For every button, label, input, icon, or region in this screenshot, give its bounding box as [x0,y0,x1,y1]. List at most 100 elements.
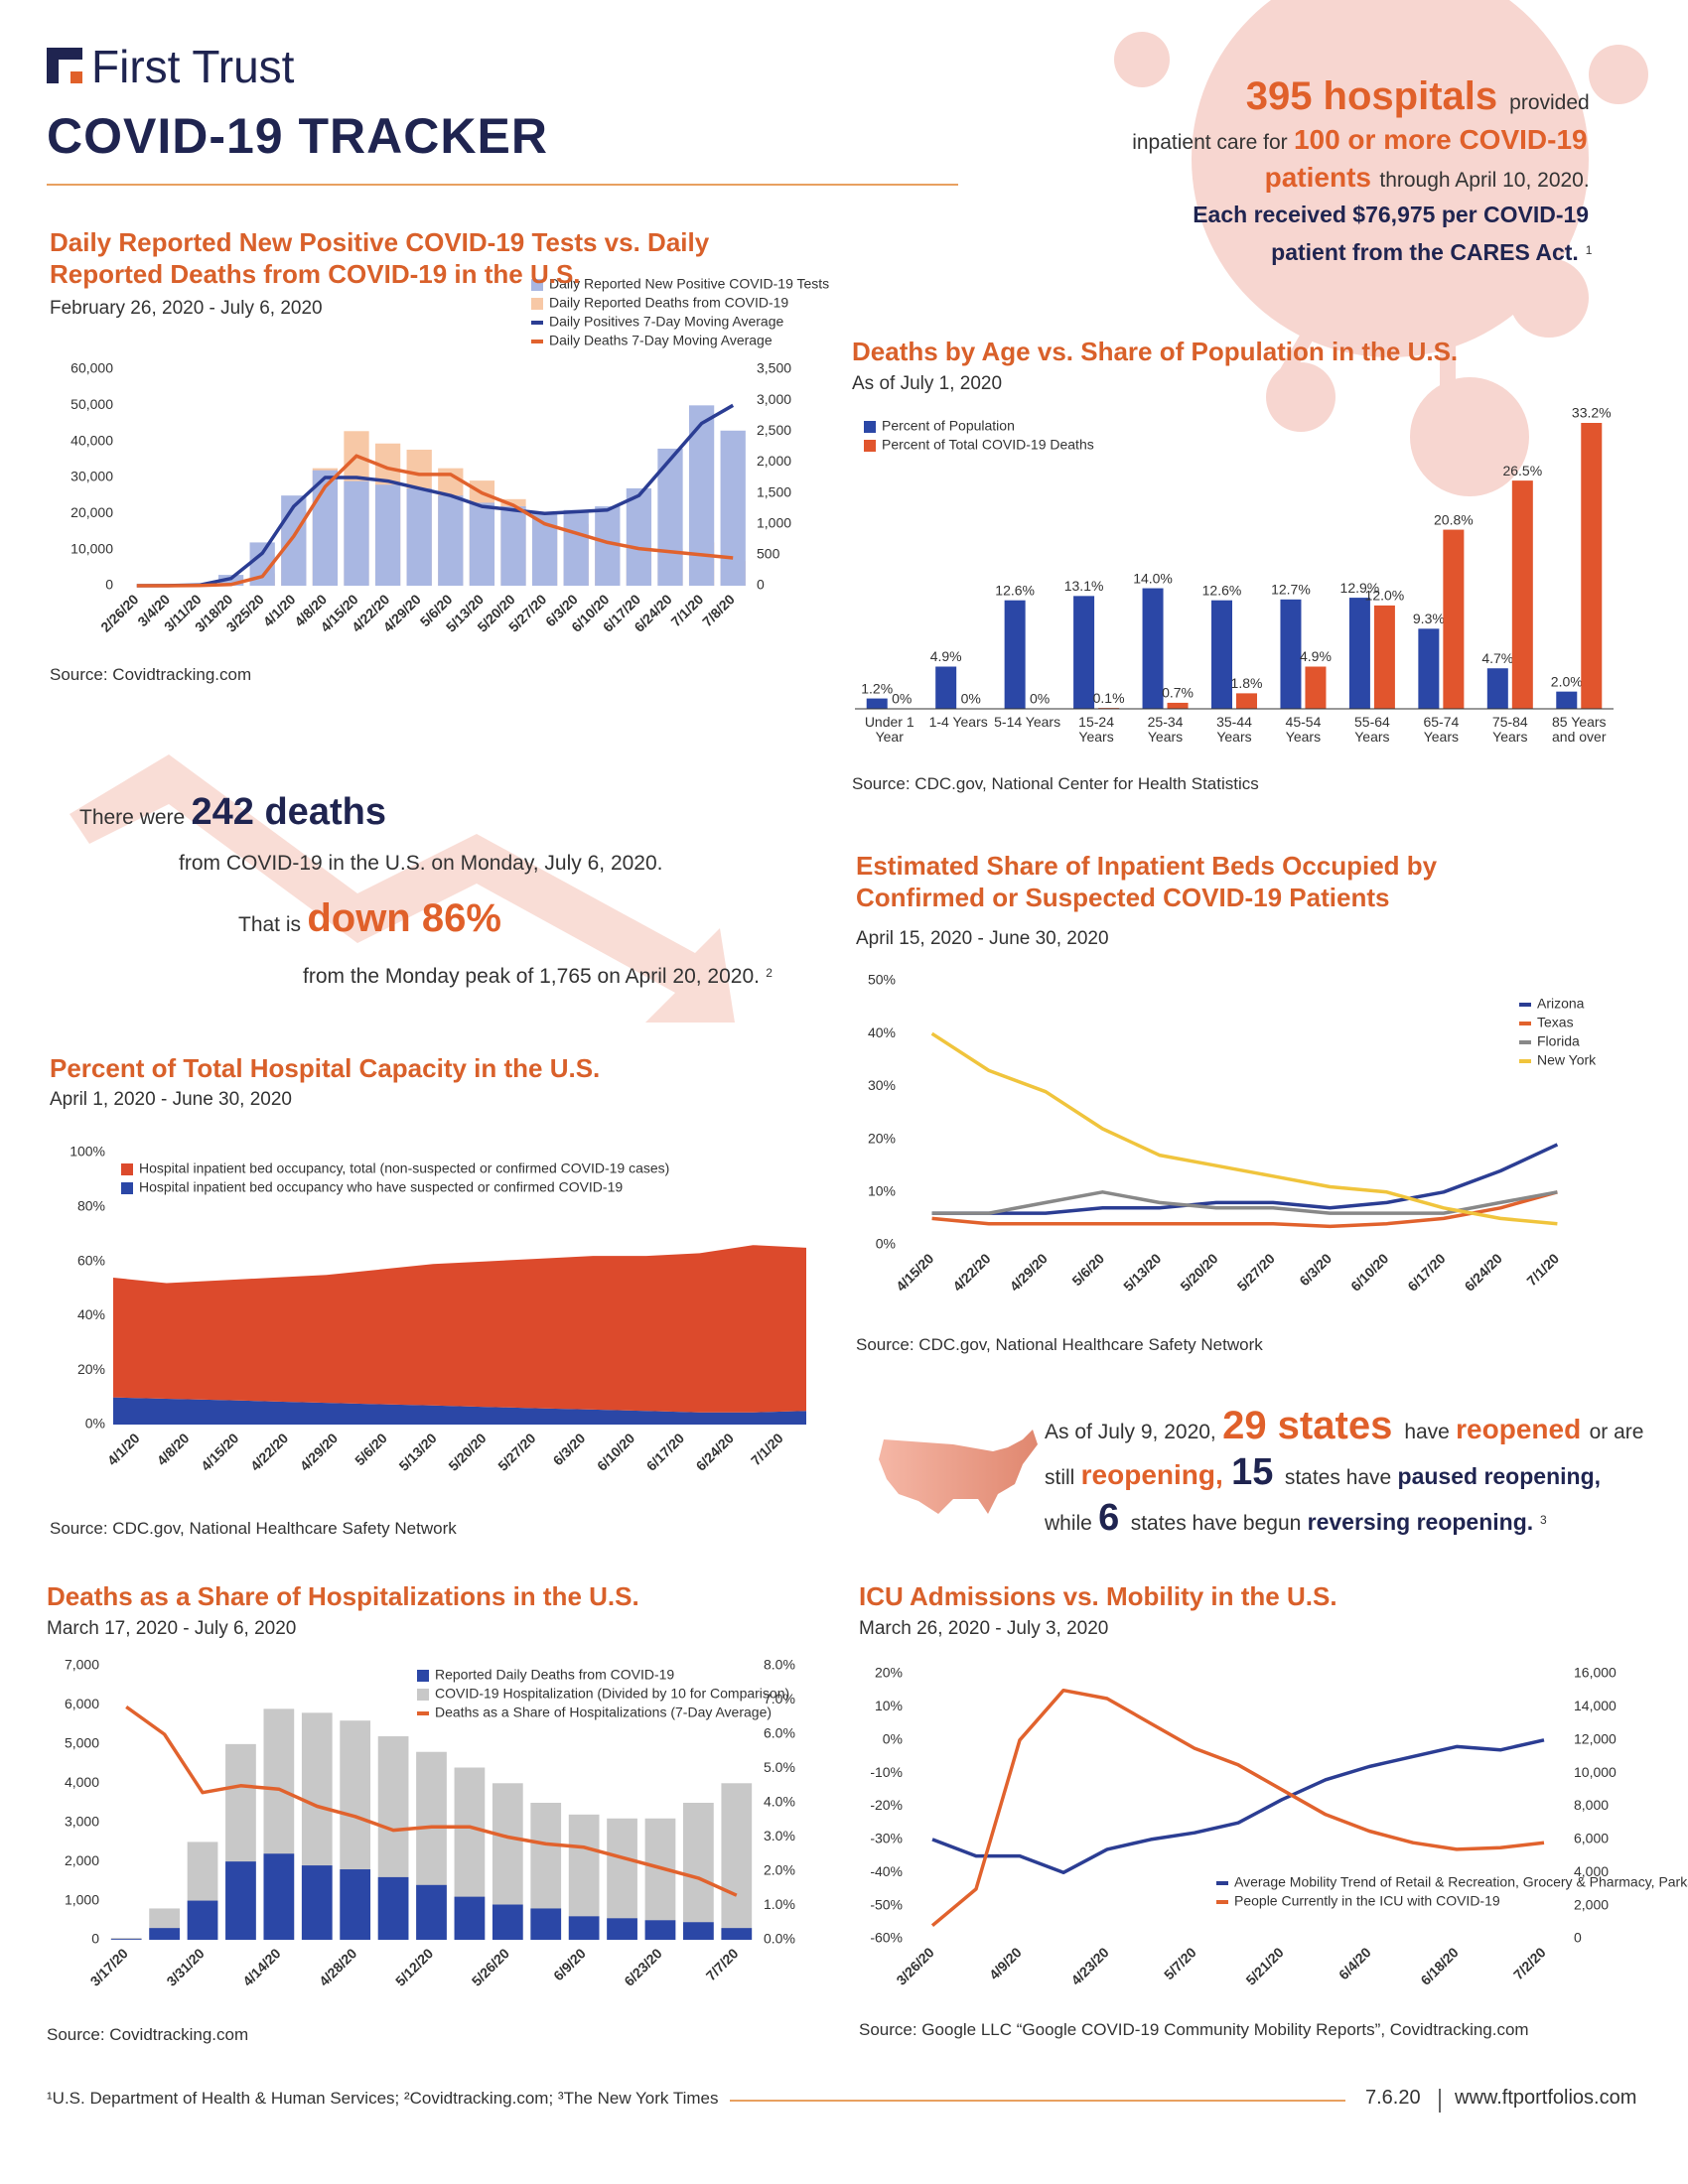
y-tick-label: 10% [875,1698,903,1713]
bar [935,666,957,709]
y-tick-label: -10% [870,1764,903,1780]
callout-text: have [1404,1421,1450,1443]
bar [500,506,526,586]
x-tick-label: 7/2/20 [1510,1944,1549,1982]
legend-label: People Currently in the ICU with COVID-1… [1234,1893,1500,1909]
callout-text: from the Monday peak of 1,765 on April 2… [303,965,760,989]
bar [683,1922,714,1940]
bar [1167,702,1189,709]
legend-marker [121,1182,133,1194]
legend-marker [417,1670,429,1682]
y2-tick-label: 2,000 [1574,1896,1609,1912]
legend-label: Percent of Total COVID-19 Deaths [882,437,1094,453]
y2-tick-label: 16,000 [1574,1665,1617,1681]
x-tick-label: 5/20/20 [1177,1250,1220,1294]
y-tick-label: 10,000 [70,540,113,556]
x-tick-label: 3/17/20 [87,1945,131,1988]
value-label: 4.7% [1481,650,1513,666]
callout-text: 1 [1585,243,1593,257]
bar [1348,598,1370,709]
bar [1486,668,1508,709]
y2-tick-label: 1,500 [757,483,791,499]
value-label: 20.8% [1434,511,1474,527]
x-tick-label: 6/24/20 [693,1430,737,1473]
chart-title: ICU Admissions vs. Mobility in the U.S. [859,1581,1337,1611]
callout-line: That is down 86% [238,886,774,951]
series-line [931,1143,1559,1215]
bar [568,1916,600,1940]
y-tick-label: 4,000 [65,1774,99,1790]
y-tick-label: 7,000 [65,1657,99,1673]
callout-text: 242 deaths [191,791,386,833]
legend-label: Percent of Population [882,418,1015,434]
x-tick-label: 5/6/20 [352,1430,390,1468]
value-label: 26.5% [1502,463,1542,478]
chart-subtitle: As of July 1, 2020 [852,373,1003,394]
bar [110,1938,142,1940]
x-tick-label: 7/1/20 [667,591,706,629]
y-tick-label: 20% [77,1361,105,1377]
y-tick-label: 40% [868,1024,896,1040]
x-tick-label: 2/26/20 [97,591,141,634]
x-tick-label: 4/23/20 [1067,1944,1111,1987]
bar [563,509,589,586]
bar [263,1853,295,1940]
bar [454,1896,486,1940]
value-label: 9.3% [1413,611,1445,626]
y2-tick-label: 6,000 [1574,1831,1609,1846]
y2-tick-label: 1,000 [757,514,791,530]
logo-mark [70,71,82,83]
series-line [930,1688,1545,1928]
legend-marker [864,440,876,452]
logo-text: First Trust [91,41,295,92]
virus-decoration [1114,0,1648,496]
x-tick-label: 5/13/20 [395,1430,439,1473]
callout: There were 242 deaths from COVID-19 in the… [79,782,774,995]
bar [344,480,369,586]
callout-text: while [1045,1512,1092,1535]
x-tick-label: 4/15/20 [893,1250,936,1294]
y-tick-label: 40% [77,1306,105,1322]
y-tick-label: 6,000 [65,1696,99,1711]
value-label: 14.0% [1133,570,1173,586]
callout-text: As of July 9, 2020, [1045,1421,1216,1443]
x-tick-label: 4/29/20 [1007,1250,1051,1294]
legend-label: Daily Reported Deaths from COVID-19 [549,295,788,311]
legend-label: Texas [1537,1015,1574,1030]
x-tick-label: 4/8/20 [154,1430,193,1468]
callout-text: Each received $76,975 per COVID-19 [1193,202,1590,227]
value-label: 0% [961,691,981,707]
callout-text: 2 [766,966,773,980]
callout-text: reopening, [1080,1459,1223,1490]
y-tick-label: 50% [868,972,896,988]
callout-text: 29 states [1222,1404,1393,1447]
y-tick-label: 10% [868,1183,896,1199]
x-tick-label: 15-24 Years [1078,714,1114,745]
callout-text: patients [1264,162,1371,193]
value-label: 0.7% [1162,685,1194,701]
chart-source: Source: Covidtracking.com [50,665,252,684]
callout-text: through April 10, 2020. [1379,169,1590,192]
x-tick-label: 5/6/20 [1068,1250,1107,1289]
x-tick-label: 5/26/20 [469,1945,512,1988]
callout-line: As of July 9, 2020, 29 states have reopened… [1045,1402,1643,1449]
x-tick-label: Under 1 Year [864,714,914,745]
bar [607,1918,637,1940]
callout-line: patients through April 10, 2020. [993,159,1596,197]
y-tick-label: 30% [868,1077,896,1093]
callout-line: from the Monday peak of 1,765 on April 2… [303,951,774,995]
callout-text: 15 [1231,1451,1274,1493]
bar [644,1920,676,1940]
value-label: 1.2% [861,680,893,696]
legend-label: Hospital inpatient bed occupancy, total … [139,1160,669,1176]
legend-label: Daily Reported New Positive COVID-19 Tes… [549,276,829,292]
y-tick-label: -40% [870,1863,903,1879]
series-line [136,403,735,588]
bar [1373,605,1395,709]
callout-text: provided [1509,91,1590,114]
x-tick-label: 25-34 Years [1147,714,1184,745]
bar [1443,529,1465,709]
y2-tick-label: 1.0% [764,1896,795,1912]
legend-label: Average Mobility Trend of Retail & Recre… [1234,1874,1688,1890]
legend-label: Daily Positives 7-Day Moving Average [549,314,784,330]
